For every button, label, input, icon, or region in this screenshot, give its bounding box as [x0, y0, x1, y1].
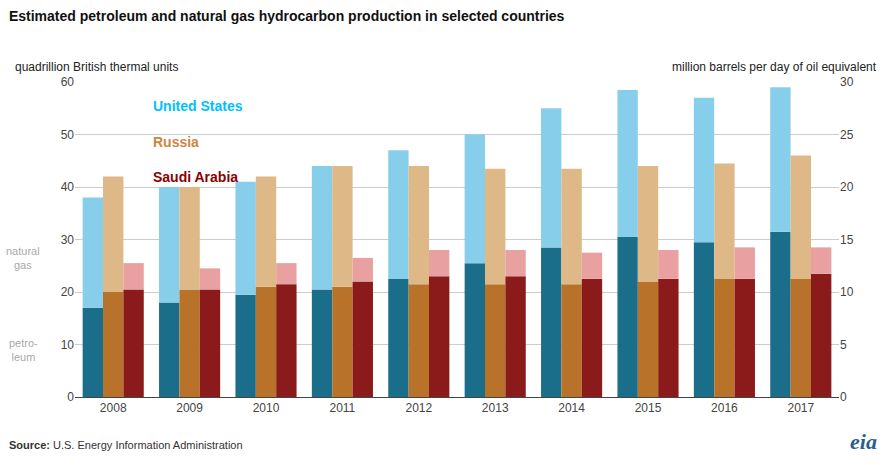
- svg-text:2010: 2010: [253, 401, 280, 415]
- svg-text:0: 0: [840, 390, 847, 404]
- svg-text:30: 30: [61, 233, 75, 247]
- svg-text:2008: 2008: [100, 401, 127, 415]
- svg-text:Estimated petroleum and natura: Estimated petroleum and natural gas hydr…: [9, 8, 565, 24]
- svg-text:petro-leum: petro-leum: [9, 337, 38, 363]
- svg-text:15: 15: [840, 233, 854, 247]
- svg-text:40: 40: [61, 180, 75, 194]
- svg-text:25: 25: [840, 128, 854, 142]
- svg-text:60: 60: [61, 75, 75, 89]
- svg-text:2015: 2015: [635, 401, 662, 415]
- svg-text:50: 50: [61, 128, 75, 142]
- svg-text:10: 10: [61, 338, 75, 352]
- svg-text:Russia: Russia: [153, 134, 199, 150]
- svg-text:eia: eia: [850, 429, 877, 454]
- svg-text:Saudi Arabia: Saudi Arabia: [153, 169, 238, 185]
- svg-text:0: 0: [67, 390, 74, 404]
- svg-text:2014: 2014: [558, 401, 585, 415]
- svg-text:2011: 2011: [329, 401, 355, 415]
- svg-text:5: 5: [840, 338, 847, 352]
- svg-text:2017: 2017: [787, 401, 814, 415]
- svg-text:quadrillion British thermal un: quadrillion British thermal units: [15, 60, 178, 74]
- svg-text:2016: 2016: [711, 401, 738, 415]
- svg-text:naturalgas: naturalgas: [6, 245, 40, 271]
- svg-text:2013: 2013: [482, 401, 509, 415]
- svg-text:Source: U.S. Energy Informatio: Source: U.S. Energy Information Administ…: [9, 439, 243, 451]
- svg-text:2012: 2012: [405, 401, 432, 415]
- svg-text:United States: United States: [153, 98, 243, 114]
- svg-text:10: 10: [840, 285, 854, 299]
- svg-text:2009: 2009: [176, 401, 203, 415]
- svg-text:20: 20: [61, 285, 75, 299]
- svg-text:30: 30: [840, 75, 854, 89]
- svg-text:million barrels per day of oil: million barrels per day of oil equivalen…: [672, 60, 877, 74]
- svg-text:20: 20: [840, 180, 854, 194]
